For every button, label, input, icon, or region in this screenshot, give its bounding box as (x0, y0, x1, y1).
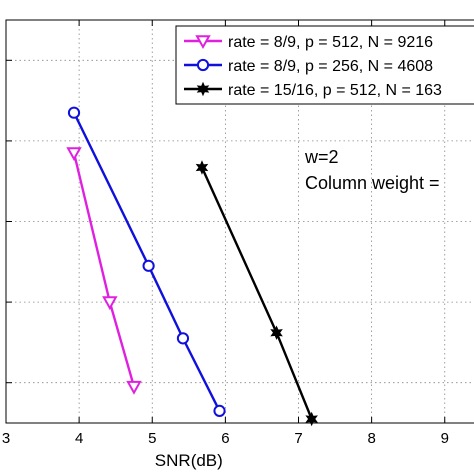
legend-box (175, 25, 474, 105)
axis-ticks: 3 4 5 6 7 8 9 (2, 20, 449, 447)
series-line (200, 167, 313, 420)
x-tick-label: 7 (294, 430, 302, 447)
legend: rate = 8/9, p = 512, N = 9216 rate = 8/9,… (175, 25, 474, 105)
series-line (72, 152, 136, 388)
legend-label: rate = 15/16, p = 512, N = 163 (228, 82, 442, 99)
data-point-star (305, 411, 318, 427)
series-2 (67, 106, 226, 418)
x-tick-label: 5 (148, 430, 156, 447)
x-tick-label: 4 (75, 430, 83, 447)
annotation-text: Column weight = (305, 173, 440, 193)
data-point-circle (213, 404, 226, 418)
x-tick-label: 9 (441, 430, 449, 447)
data-point-triangle (66, 147, 82, 162)
data-point-triangle (102, 296, 118, 311)
series-layer (66, 106, 318, 427)
data-point-triangle (195, 35, 211, 50)
x-tick-label: 8 (367, 430, 375, 447)
legend-label: rate = 8/9, p = 512, N = 9216 (228, 34, 433, 51)
series-line (72, 112, 221, 412)
legend-item: rate = 15/16, p = 512, N = 163 (184, 81, 442, 99)
legend-item: rate = 8/9, p = 512, N = 9216 (184, 34, 433, 51)
x-axis-label: SNR(dB) (155, 451, 223, 470)
legend-label: rate = 8/9, p = 256, N = 4608 (228, 58, 433, 75)
data-point-triangle (126, 380, 142, 395)
x-tick-label: 3 (2, 430, 10, 447)
annotations: w=2 Column weight = (304, 147, 440, 193)
legend-item: rate = 8/9, p = 256, N = 4608 (184, 58, 433, 75)
data-point-star (196, 81, 210, 97)
x-tick-label: 6 (221, 430, 229, 447)
annotation-text: w=2 (304, 147, 339, 167)
data-point-star (195, 160, 209, 175)
data-point-circle (176, 332, 190, 345)
series-1 (66, 147, 142, 395)
series-3 (195, 160, 318, 427)
data-point-star (270, 325, 283, 340)
data-point-circle (67, 106, 81, 119)
data-point-circle (196, 58, 210, 72)
data-point-circle (142, 259, 155, 272)
